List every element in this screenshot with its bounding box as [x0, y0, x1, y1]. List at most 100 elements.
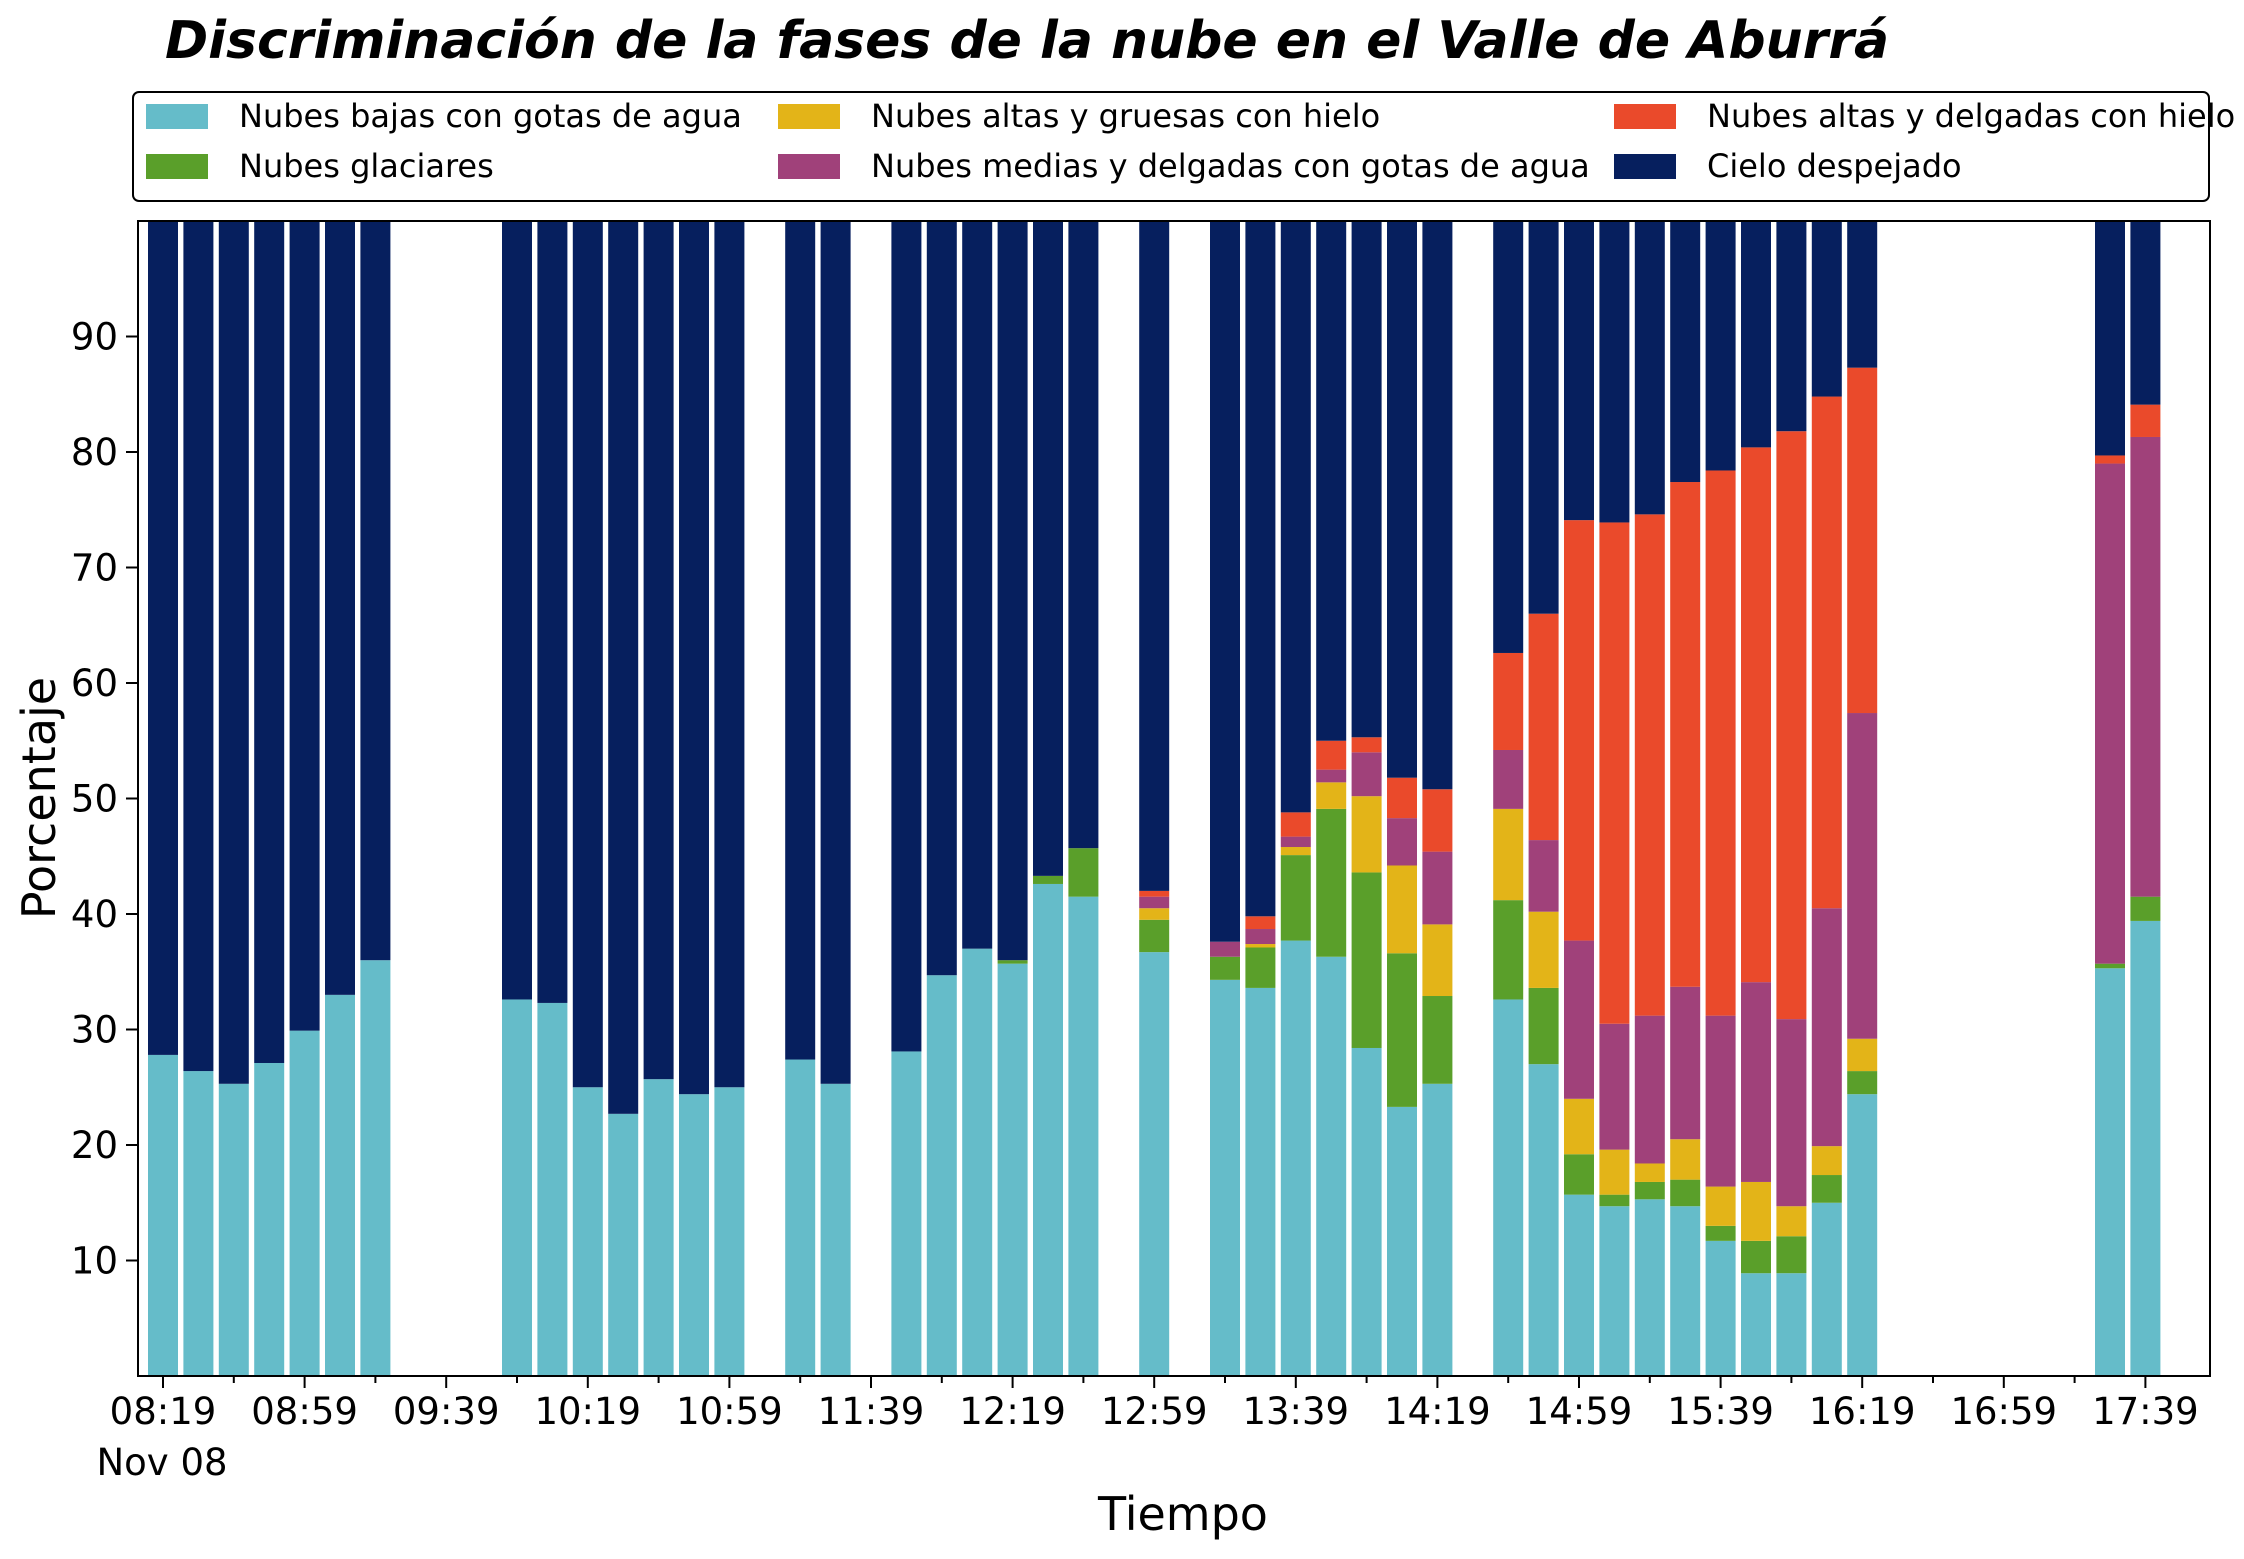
bar-segment: [679, 221, 709, 1095]
bar-segment: [1528, 221, 1559, 614]
bar-segment: [997, 963, 1028, 1376]
bar-segment: [1670, 221, 1701, 483]
bar-segment: [1847, 1094, 1878, 1376]
bar-segment: [1280, 940, 1311, 1376]
bar-segment: [2130, 896, 2161, 921]
bar-segment: [572, 1087, 603, 1376]
x-tick-label: 16:19: [1809, 1390, 1916, 1433]
bar-segment: [1316, 808, 1347, 957]
bar-segment: [1670, 1139, 1701, 1180]
bar-segment: [1033, 221, 1063, 876]
bar-segment: [1316, 221, 1347, 741]
bar-segment: [714, 1087, 745, 1376]
bar-segment: [1564, 1154, 1594, 1195]
bar-segment: [1670, 986, 1701, 1140]
bar-segment: [1811, 221, 1842, 397]
bar-segment: [1139, 221, 1170, 891]
y-tick-label: 80: [71, 431, 118, 474]
bar-segment: [1741, 982, 1771, 1182]
bar-segment: [997, 960, 1028, 964]
bar-segment: [1493, 652, 1524, 750]
bar-segment: [1564, 520, 1594, 941]
bar-segment: [1599, 1149, 1630, 1195]
bar-segment: [1670, 482, 1701, 987]
bar-segment: [1776, 1273, 1807, 1376]
plot-area: 10 20 30 40 50 60 70 80 90 08:19 08:59 09:39 10:19 1…: [71, 220, 2211, 1433]
bar-segment: [1564, 1098, 1594, 1155]
x-tick-label: 12:19: [959, 1390, 1066, 1433]
bar-segment: [1776, 221, 1807, 432]
bar-segment: [1599, 221, 1630, 523]
bar-segment: [1351, 1047, 1382, 1376]
bar-segment: [1776, 1019, 1807, 1207]
bar-segment: [1210, 956, 1240, 980]
bar-segment: [1422, 996, 1453, 1084]
bar-segment: [148, 1054, 178, 1376]
bar-segment: [2095, 221, 2125, 456]
bar-segment: [1564, 1194, 1594, 1376]
bar-segment: [1705, 470, 1736, 1016]
bar-segment: [1811, 1146, 1842, 1176]
chart-title: Discriminación de la fases de la nube en…: [165, 11, 1889, 71]
bar-segment: [254, 1062, 285, 1376]
bar-segment: [1351, 872, 1382, 1048]
bar-segment: [1634, 1163, 1665, 1182]
bar-segment: [1139, 952, 1170, 1376]
bar-segment: [1387, 953, 1417, 1107]
bar-segment: [1280, 847, 1311, 856]
legend-swatch: [1614, 154, 1676, 179]
bar-segment: [1741, 1181, 1771, 1241]
bar-segment: [1493, 221, 1524, 653]
bar-segment: [820, 221, 851, 1084]
bar-segment: [537, 1002, 568, 1376]
y-tick-label: 30: [71, 1009, 118, 1052]
y-tick-label: 10: [71, 1240, 118, 1283]
legend: Nubes bajas con gotas de agua Nubes glaci…: [132, 91, 2235, 202]
bar-segment: [1422, 851, 1453, 925]
bar-segment: [183, 221, 214, 1072]
bar-segment: [218, 1083, 249, 1376]
bar-segment: [2130, 221, 2161, 405]
bar-segment: [1599, 1023, 1630, 1150]
bar-segment: [1493, 999, 1524, 1376]
bar-segment: [891, 221, 922, 1052]
bar-segment: [2130, 920, 2161, 1376]
x-tick-label: 11:39: [818, 1390, 925, 1433]
bar-segment: [1139, 896, 1170, 909]
bar-segment: [1776, 1236, 1807, 1274]
bar-segment: [1422, 924, 1453, 996]
bar-segment: [1811, 1202, 1842, 1376]
bar-segment: [1245, 929, 1276, 945]
bar-segment: [1705, 1015, 1736, 1187]
bar-segment: [1493, 808, 1524, 901]
bar-segment: [1634, 1181, 1665, 1200]
bar-segment: [785, 221, 816, 1060]
bar-segment: [1422, 1083, 1453, 1376]
bar-segment: [1068, 896, 1099, 1376]
y-tick-label: 40: [71, 893, 118, 936]
bar-segment: [714, 221, 745, 1088]
bar-segment: [1847, 1071, 1878, 1095]
y-axis: 10 20 30 40 50 60 70 80 90: [71, 316, 138, 1283]
x-tick-label: 13:39: [1242, 1390, 1349, 1433]
legend-swatch: [146, 104, 208, 129]
bar-segment: [1741, 221, 1771, 448]
bar-segment: [360, 221, 391, 961]
bar-segment: [1351, 221, 1382, 738]
legend-swatch: [1614, 104, 1676, 129]
x-tick-label: 10:59: [676, 1390, 783, 1433]
bar-segment: [1068, 848, 1099, 897]
bar-segment: [1139, 890, 1170, 897]
bar-segment: [1811, 396, 1842, 909]
bar-segment: [1528, 613, 1559, 841]
bar-segment: [289, 1030, 320, 1376]
bar-segment: [1634, 1015, 1665, 1164]
bar-segment: [1210, 941, 1240, 957]
x-tick-label: 16:59: [1950, 1390, 2057, 1433]
y-axis-label: Porcentaje: [12, 677, 66, 919]
bar-segment: [1811, 1175, 1842, 1203]
bar-segment: [2130, 436, 2161, 897]
bar-segment: [643, 221, 674, 1080]
bar-segment: [1139, 908, 1170, 920]
bar-segment: [1705, 1225, 1736, 1241]
